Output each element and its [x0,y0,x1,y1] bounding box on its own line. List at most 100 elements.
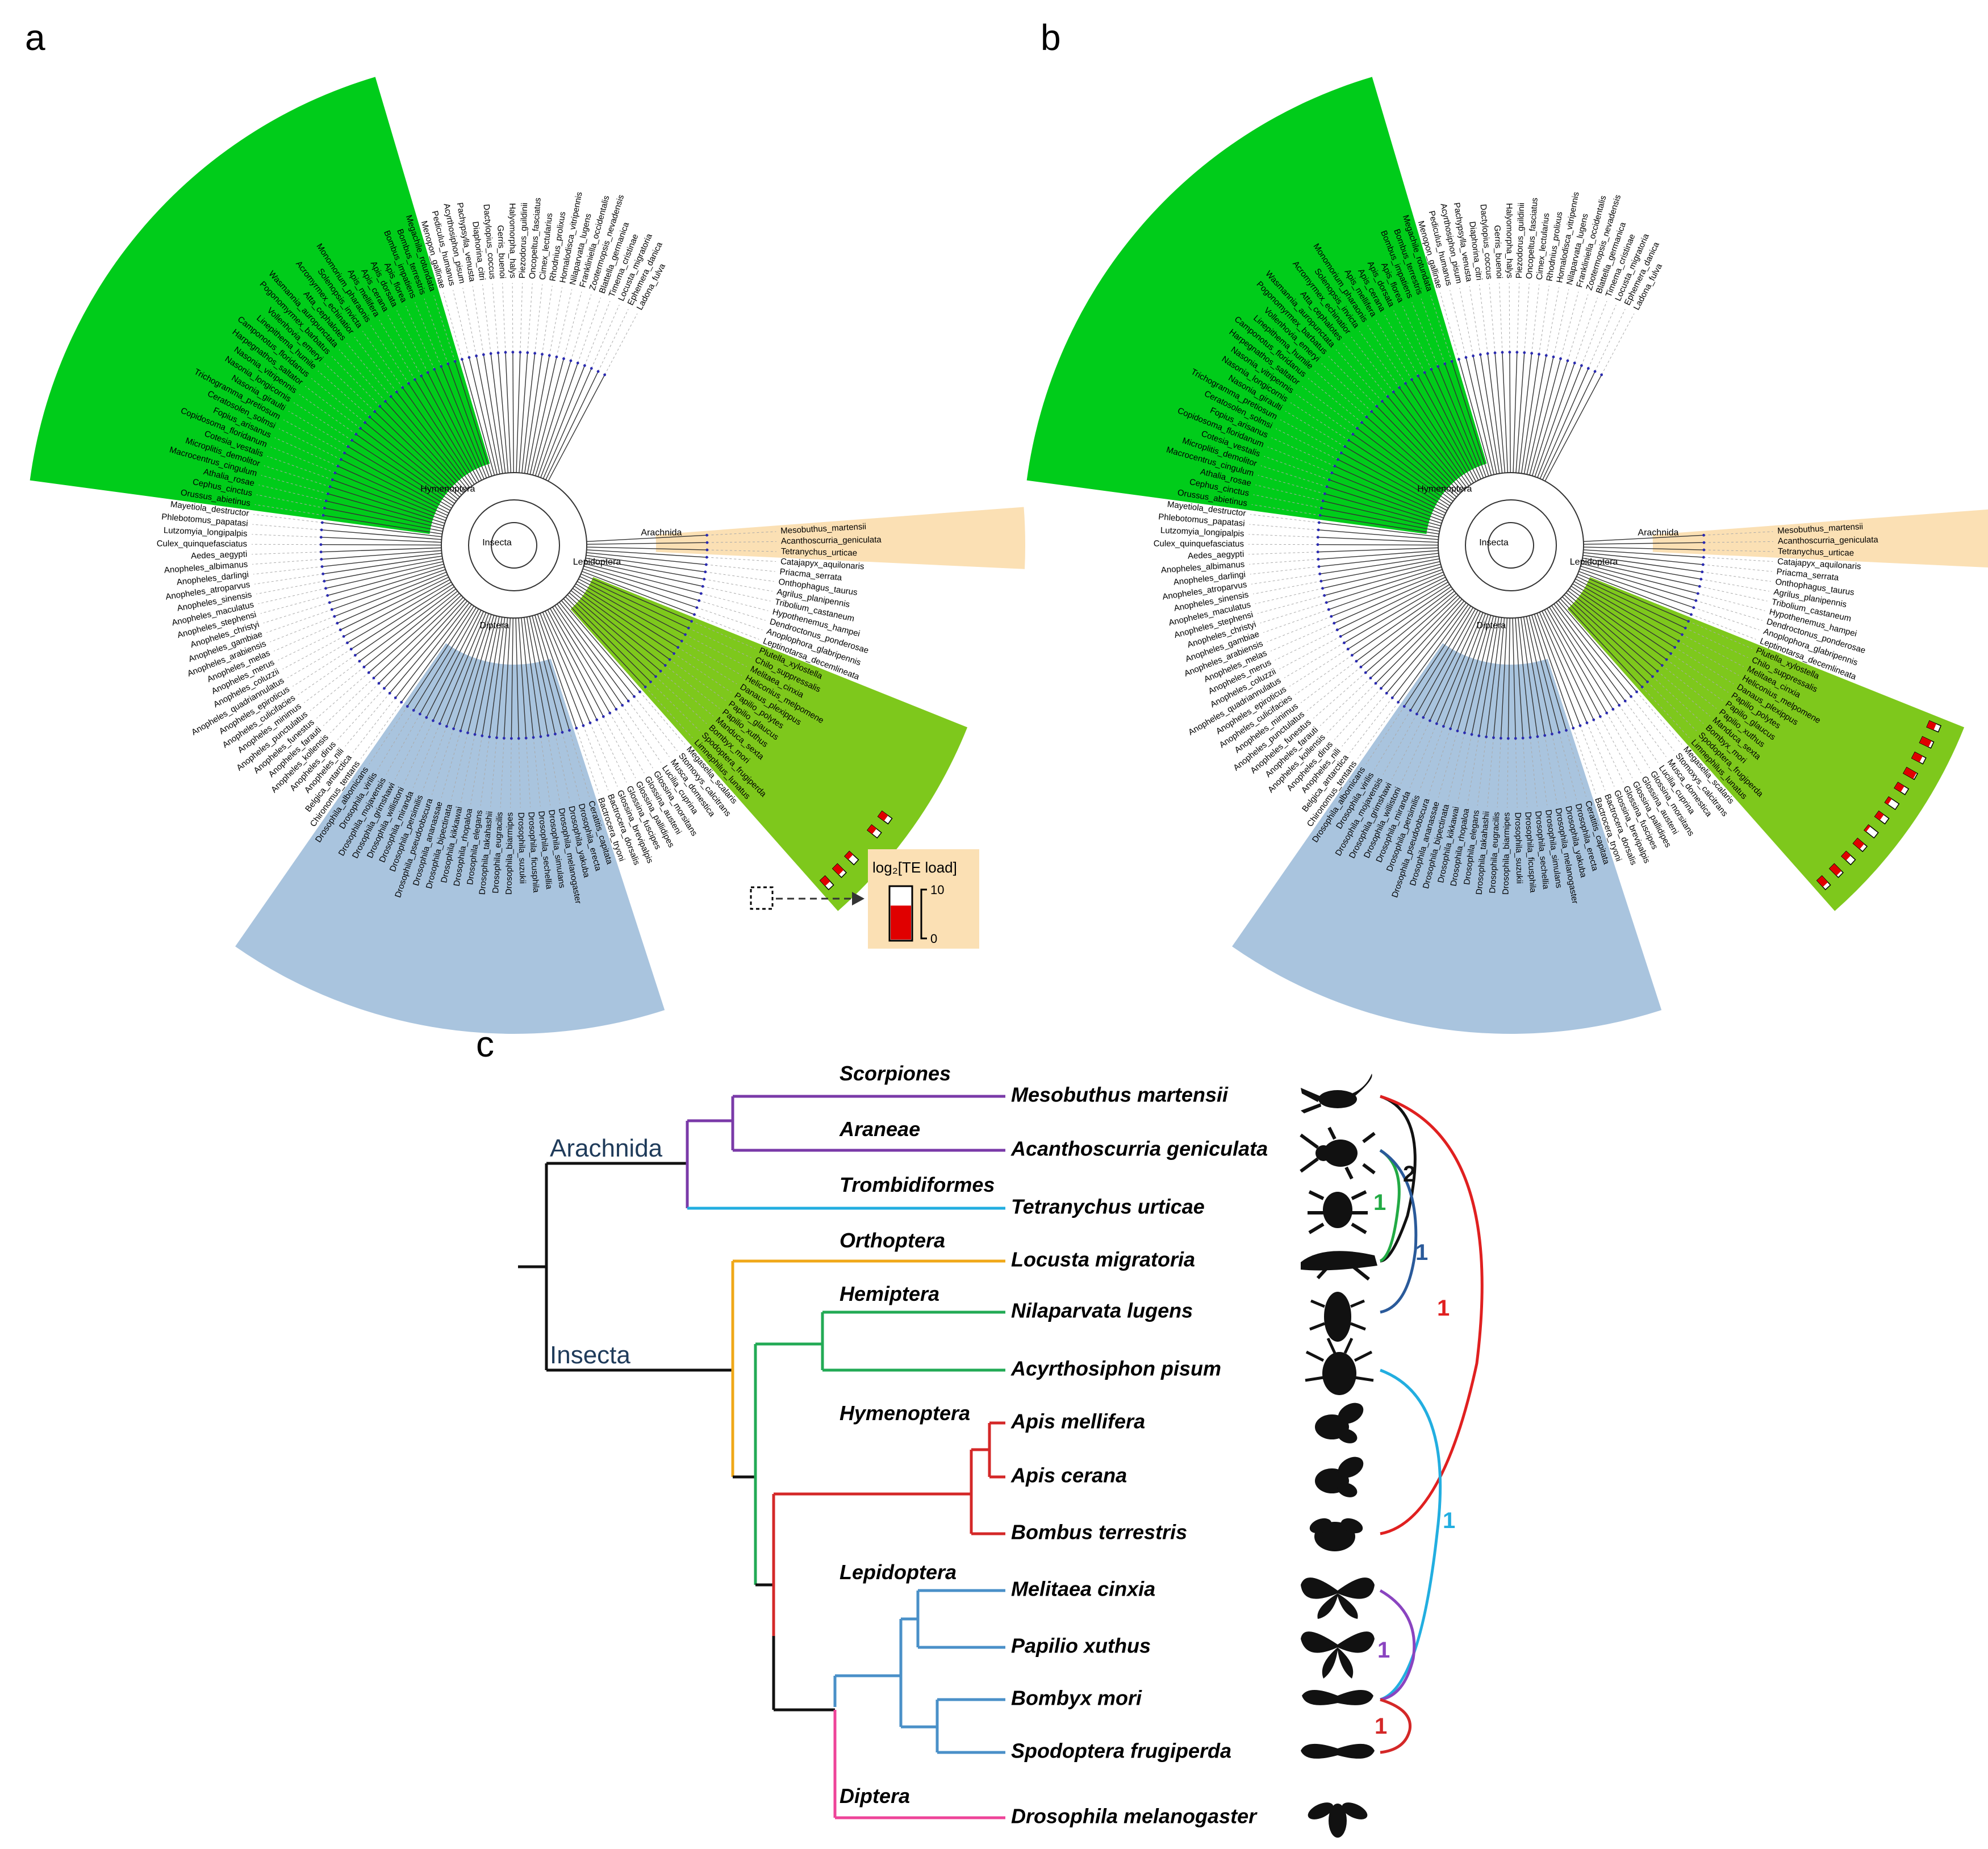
species-label: Acyrthosiphon pisum [1010,1357,1221,1380]
tree-branch [1340,579,1447,637]
tip-node [320,558,323,561]
tip-node [321,514,325,517]
tree-branch [1515,617,1523,738]
tip-node [1463,731,1466,734]
leader-line [1255,588,1323,604]
leader-line [1517,283,1520,353]
tip-node [621,704,624,707]
tree-branch [390,396,468,490]
tip-node [701,585,704,588]
tree-branch [324,558,443,582]
tip-node [1375,404,1379,408]
tip-node [358,660,361,663]
tip-node [1492,736,1495,740]
tip-node [1321,587,1324,590]
leader-line [1531,284,1540,354]
tip-node [1699,578,1703,581]
tip-node [705,556,708,559]
tip-node [320,528,323,532]
tip-node [1696,592,1699,595]
tip-node [377,682,381,685]
leader-line [1702,571,1771,582]
tree-branch [1539,368,1589,479]
leader-line [616,709,653,769]
te-load-bar [1926,720,1942,733]
clade-label-arachnida: Arachnida [641,528,682,538]
legend-scale-bracket [920,888,927,940]
tree-branch [1537,365,1582,478]
tip-node [1698,585,1701,588]
tip-node [663,663,667,667]
leader-line [563,291,582,359]
tip-node [532,736,535,739]
te-load-bar-fill [1853,838,1865,849]
te-load-bar-fill [1903,767,1917,779]
leader-line [1263,609,1329,633]
tree-branch [395,602,470,698]
tip-node [704,563,708,566]
tree-branch [426,610,482,718]
tree-branch [1329,479,1443,521]
tip-node [453,360,457,363]
tip-node [1347,439,1351,442]
tip-node [554,732,557,736]
te-load-bar-fill [1864,825,1870,832]
tree-branch [545,371,599,481]
tree-branch [503,617,511,738]
tree-branch [584,560,703,587]
leader-line [706,564,775,572]
tip-node [320,521,324,524]
tip-node [333,615,336,618]
tree-branch [1337,577,1446,631]
tip-node [1422,716,1425,719]
leader-line [527,283,533,353]
tree-branch [348,446,452,509]
tip-node [1592,718,1596,721]
tip-node [583,364,586,367]
te-load-bar [877,810,893,825]
tree-branch [1326,566,1442,603]
tip-node [1552,355,1555,358]
tip-node [596,370,600,373]
tip-node [1318,572,1322,575]
leader-line [1289,649,1348,687]
tree-branch [1318,553,1439,567]
locust-icon [1301,1251,1377,1281]
tip-node [452,727,455,731]
tip-node [1635,690,1638,694]
tip-node [324,499,328,503]
tree-branch [549,608,611,713]
transfer-count: 1 [1443,1508,1455,1533]
tip-node [1316,550,1319,554]
leader-line [541,285,553,354]
species-leaf-label: Lutzomyia_longipalpis [164,525,248,539]
tip-node [359,427,362,430]
tree-branch [432,611,484,721]
tree-branch [1329,569,1443,610]
tree-branch [1471,616,1497,735]
tree-branch [1436,612,1484,724]
tip-node [1565,729,1568,732]
leader-line [258,588,326,604]
tip-node [1317,558,1320,561]
tip-node [519,350,522,354]
tip-node [1333,621,1336,625]
tip-node [364,421,366,424]
tree-branch [1458,359,1492,475]
tip-node [659,669,662,673]
order-label-hymenoptera: Hymenoptera [840,1401,970,1425]
te-load-bar-fill [1841,851,1851,861]
clade-label-insecta: Insecta [1479,538,1509,548]
tree-branch [355,586,455,656]
tip-node [1415,712,1418,716]
tip-node [362,665,366,669]
tree-branch [565,596,651,682]
te-load-bar [819,875,834,891]
tree-branch [1480,354,1500,474]
leader-line [577,297,601,364]
order-label-orthoptera: Orthoptera [840,1229,945,1252]
leader-line [1695,600,1763,621]
tip-node [1351,654,1354,657]
tree-branch [1580,565,1696,601]
tip-node [1572,727,1575,730]
